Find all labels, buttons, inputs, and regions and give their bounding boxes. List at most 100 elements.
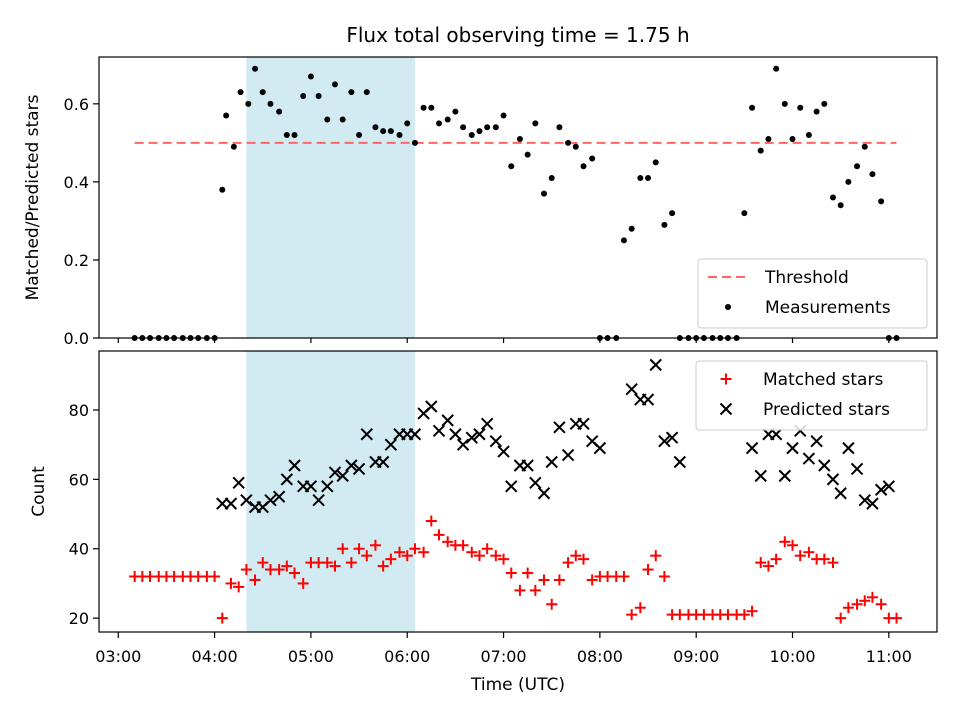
measurement-point [861, 143, 868, 150]
x-tick-label: 09:00 [673, 647, 719, 666]
predicted-stars-point [641, 393, 655, 406]
measurement-point [460, 124, 467, 131]
predicted-stars-point [449, 428, 462, 441]
measurement-point [821, 100, 828, 107]
matched-stars-point [289, 567, 301, 579]
measurement-point [837, 202, 844, 209]
measurement-point [411, 139, 418, 146]
measurement-point [741, 210, 748, 217]
predicted-stars-point [786, 441, 799, 455]
matched-stars-point [794, 550, 806, 562]
matched-stars-point [385, 553, 397, 565]
measurement-point [291, 132, 298, 139]
predicted-stars-point [352, 462, 366, 476]
matched-stars-point [466, 546, 478, 558]
predicted-stars-point [425, 400, 438, 413]
measurement-point [315, 93, 322, 100]
bottom-legend: Matched stars Predicted stars [695, 360, 928, 431]
matched-stars-point [481, 543, 493, 555]
top-y-axis-label: Matched/Predicted stars [23, 94, 43, 300]
measurement-point [428, 104, 435, 111]
top-legend: Threshold Measurements [697, 258, 928, 329]
matched-stars-point [297, 577, 309, 589]
measurement-point [396, 132, 403, 139]
bottom-observing-window-shade [246, 351, 415, 632]
predicted-stars-point [312, 493, 325, 507]
measurement-point [797, 104, 804, 111]
predicted-stars-point [874, 483, 888, 496]
measurement-point [749, 104, 756, 111]
predicted-stars-point [489, 434, 503, 448]
y-tick-label: 0.2 [64, 251, 89, 270]
matched-stars-point [851, 598, 863, 610]
predicted-stars-point [321, 480, 334, 493]
matched-stars-point [755, 557, 767, 569]
predicted-stars-point [376, 455, 390, 469]
measurement-point [230, 143, 237, 150]
matched-stars-point [401, 550, 413, 562]
legend-matched-swatch [720, 373, 732, 385]
measurement-point [645, 174, 652, 181]
matched-stars-point [418, 546, 430, 558]
measurement-point [276, 108, 283, 115]
matched-stars-point [498, 553, 510, 565]
matched-stars-point [779, 536, 791, 548]
predicted-stars-point [264, 493, 277, 507]
predicted-stars-point [665, 431, 679, 444]
matched-stars-point [257, 557, 269, 569]
predicted-stars-point [521, 459, 534, 472]
matched-stars-point [866, 591, 878, 603]
matched-stars-point [626, 609, 638, 621]
matched-stars-point [425, 515, 437, 527]
matched-stars-point [473, 550, 485, 562]
matched-stars-point [570, 550, 582, 562]
predicted-stars-point [465, 431, 478, 444]
measurement-point [307, 73, 314, 80]
measurement-point [372, 124, 379, 131]
measurement-point [532, 120, 539, 127]
measurement-point [245, 100, 252, 107]
predicted-stars-point [345, 459, 358, 472]
matched-stars-point [209, 570, 221, 582]
predicted-stars-point [473, 428, 486, 441]
measurement-point [805, 132, 812, 139]
x-axis-label: Time (UTC) [470, 675, 565, 695]
predicted-stars-point [288, 459, 301, 472]
x-axis: 03:00 04:00 05:00 06:00 07:00 08:00 09:00 10:00… [95, 632, 912, 666]
top-y-axis: 0.0 0.2 0.4 0.6 [64, 95, 99, 348]
predicted-stars-point [480, 417, 494, 431]
predicted-stars-point [625, 382, 638, 396]
x-tick-label: 11:00 [866, 647, 912, 666]
measurement-point [356, 132, 363, 139]
matched-stars-point [369, 539, 381, 551]
predicted-stars-point [754, 469, 767, 483]
predicted-stars-point [232, 476, 245, 490]
measurement-point [869, 171, 876, 178]
predicted-stars-point [842, 441, 855, 455]
measurement-point [516, 135, 523, 142]
matched-stars-point [642, 564, 654, 576]
predicted-stars-point [858, 493, 871, 507]
measurement-point [572, 143, 579, 150]
matched-stars-point [634, 602, 646, 614]
x-tick-label: 10:00 [769, 647, 815, 666]
predicted-stars-point [505, 480, 518, 493]
matched-stars-point [770, 553, 782, 565]
matched-stars-point [409, 543, 421, 555]
measurement-point [565, 139, 572, 146]
x-tick-label: 03:00 [95, 647, 141, 666]
top-x-axis-ticks [117, 338, 890, 343]
matched-stars-point [835, 612, 847, 624]
y-tick-label: 0.4 [64, 173, 89, 192]
matched-stars-point [738, 609, 750, 621]
predicted-stars-point [866, 497, 879, 510]
measurement-point [661, 221, 668, 228]
measurement-point [524, 151, 531, 158]
matched-stars-point [394, 546, 406, 558]
measurement-point [267, 100, 274, 107]
matched-stars-point [818, 553, 830, 565]
measurement-point [283, 132, 290, 139]
predicted-stars-point [577, 417, 590, 431]
